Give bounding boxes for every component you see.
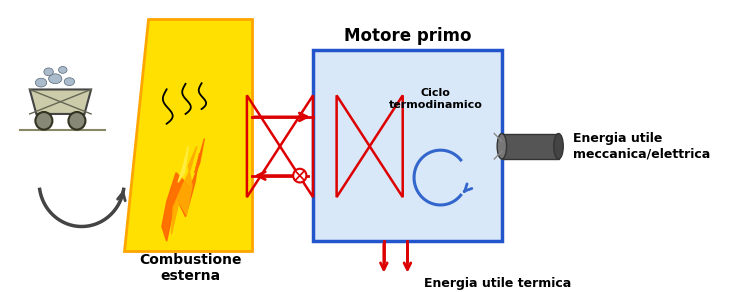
Text: Motore primo: Motore primo xyxy=(344,27,471,45)
Circle shape xyxy=(35,112,52,130)
Ellipse shape xyxy=(59,67,67,73)
Ellipse shape xyxy=(44,68,54,76)
Ellipse shape xyxy=(497,133,507,159)
Text: Energia utile termica: Energia utile termica xyxy=(424,277,572,290)
Polygon shape xyxy=(30,89,91,114)
Ellipse shape xyxy=(65,78,75,86)
Ellipse shape xyxy=(554,133,563,159)
Text: Ciclo
termodinamico: Ciclo termodinamico xyxy=(388,88,483,110)
Text: Energia utile
meccanica/elettrica: Energia utile meccanica/elettrica xyxy=(572,132,710,160)
Polygon shape xyxy=(172,146,197,234)
Bar xyxy=(502,133,559,159)
Polygon shape xyxy=(124,19,251,251)
Text: Combustione
esterna: Combustione esterna xyxy=(139,253,241,283)
Polygon shape xyxy=(178,146,188,182)
Polygon shape xyxy=(162,138,205,241)
Ellipse shape xyxy=(48,74,62,84)
Bar xyxy=(313,50,502,241)
Circle shape xyxy=(68,112,86,130)
Ellipse shape xyxy=(35,78,47,87)
Circle shape xyxy=(293,169,306,182)
